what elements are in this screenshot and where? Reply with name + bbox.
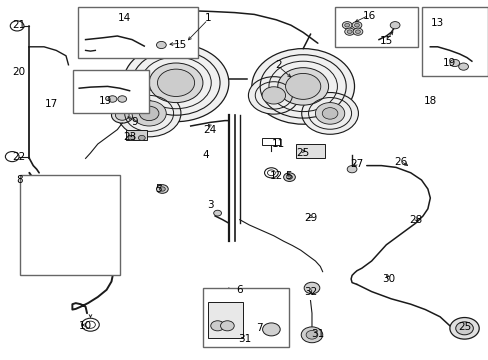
Circle shape [322, 108, 337, 119]
Circle shape [157, 69, 194, 96]
Text: 3: 3 [206, 200, 213, 210]
Text: 1: 1 [204, 13, 211, 23]
Text: 28: 28 [408, 215, 422, 225]
Text: 12: 12 [269, 171, 283, 181]
Bar [78, 7, 198, 58]
Text: 30: 30 [382, 274, 394, 284]
Circle shape [449, 318, 478, 339]
Circle shape [210, 321, 224, 331]
Text: 8: 8 [16, 175, 23, 185]
Text: 25: 25 [457, 322, 470, 332]
Bar [126, 130, 146, 140]
Circle shape [449, 59, 459, 67]
Text: 31: 31 [237, 334, 251, 344]
Circle shape [231, 330, 252, 346]
Bar [73, 70, 149, 113]
Circle shape [355, 30, 360, 33]
Circle shape [346, 30, 351, 33]
Circle shape [132, 101, 166, 126]
Circle shape [304, 282, 319, 294]
Circle shape [262, 323, 280, 336]
Text: 22: 22 [12, 152, 25, 162]
Circle shape [118, 96, 126, 102]
Text: 27: 27 [349, 159, 363, 169]
Circle shape [283, 173, 295, 181]
Circle shape [149, 63, 203, 103]
Circle shape [344, 23, 349, 27]
Text: 7: 7 [255, 323, 262, 333]
Circle shape [346, 166, 356, 173]
Circle shape [354, 23, 359, 27]
Circle shape [301, 93, 358, 134]
Circle shape [111, 107, 133, 123]
Text: 17: 17 [44, 99, 58, 109]
Circle shape [285, 73, 320, 99]
Text: 20: 20 [12, 67, 25, 77]
Text: 5: 5 [155, 184, 162, 194]
Circle shape [236, 333, 247, 342]
Text: 26: 26 [393, 157, 407, 167]
Circle shape [389, 22, 399, 29]
Bar [334, 7, 417, 47]
Circle shape [156, 185, 168, 193]
Text: 31: 31 [310, 329, 324, 339]
Text: 4: 4 [202, 150, 208, 160]
Circle shape [117, 90, 181, 137]
Bar [203, 288, 288, 347]
Text: 18: 18 [423, 96, 436, 106]
Text: 29: 29 [303, 213, 317, 223]
Circle shape [159, 187, 165, 191]
Text: 6: 6 [236, 285, 243, 295]
Text: 11: 11 [271, 139, 285, 149]
Circle shape [342, 22, 351, 29]
Circle shape [108, 96, 117, 102]
Circle shape [305, 330, 317, 339]
Circle shape [220, 321, 234, 331]
Text: 25: 25 [296, 148, 309, 158]
Circle shape [156, 41, 166, 49]
Circle shape [301, 327, 322, 343]
Circle shape [458, 63, 468, 70]
Circle shape [128, 135, 135, 140]
Circle shape [248, 77, 299, 114]
Text: 13: 13 [430, 18, 444, 28]
Text: 19: 19 [98, 96, 112, 106]
Text: 24: 24 [203, 125, 217, 135]
Bar [20, 175, 120, 275]
Circle shape [344, 28, 354, 35]
Text: 32: 32 [303, 287, 317, 297]
Text: 15: 15 [379, 36, 392, 46]
Text: 2: 2 [275, 60, 282, 70]
Circle shape [286, 175, 292, 179]
Text: 21: 21 [12, 20, 25, 30]
Text: 9: 9 [131, 117, 138, 127]
Text: 10: 10 [79, 321, 92, 331]
Text: 16: 16 [362, 11, 375, 21]
Circle shape [262, 87, 285, 104]
Circle shape [139, 106, 159, 121]
Bar [207, 302, 243, 338]
Text: 23: 23 [122, 132, 136, 142]
Text: 14: 14 [118, 13, 131, 23]
Text: 5: 5 [285, 171, 291, 181]
Circle shape [213, 210, 221, 216]
Bar [295, 144, 325, 158]
Circle shape [123, 44, 228, 122]
Bar [261, 138, 280, 145]
Circle shape [352, 28, 362, 35]
Circle shape [277, 68, 328, 105]
Circle shape [251, 49, 354, 124]
Circle shape [351, 22, 361, 29]
Text: 15: 15 [174, 40, 187, 50]
Circle shape [138, 135, 145, 140]
Circle shape [455, 322, 472, 335]
Circle shape [315, 103, 344, 124]
Text: 19: 19 [442, 58, 456, 68]
Circle shape [115, 110, 129, 120]
Bar [421, 7, 487, 76]
